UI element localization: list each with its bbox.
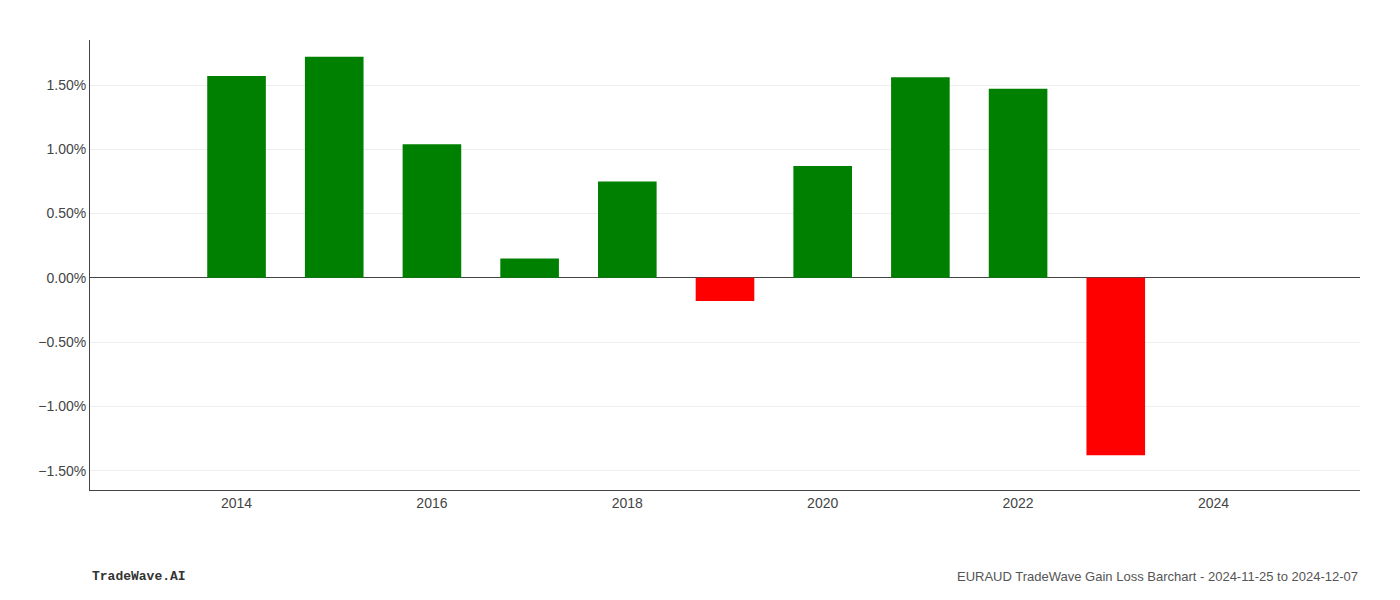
- svg-text:−1.00%: −1.00%: [38, 398, 86, 414]
- svg-text:2022: 2022: [1003, 495, 1034, 511]
- svg-text:TradeWave.AI: TradeWave.AI: [92, 569, 186, 584]
- svg-text:1.00%: 1.00%: [46, 141, 86, 157]
- svg-text:2016: 2016: [416, 495, 447, 511]
- svg-text:2024: 2024: [1198, 495, 1229, 511]
- svg-text:EURAUD TradeWave Gain Loss Bar: EURAUD TradeWave Gain Loss Barchart - 20…: [957, 569, 1358, 584]
- svg-text:−0.50%: −0.50%: [38, 334, 86, 350]
- svg-text:1.50%: 1.50%: [46, 77, 86, 93]
- svg-text:0.50%: 0.50%: [46, 205, 86, 221]
- svg-text:2020: 2020: [807, 495, 838, 511]
- svg-text:0.00%: 0.00%: [46, 270, 86, 286]
- svg-text:−1.50%: −1.50%: [38, 463, 86, 479]
- svg-text:2014: 2014: [221, 495, 252, 511]
- svg-text:2018: 2018: [612, 495, 643, 511]
